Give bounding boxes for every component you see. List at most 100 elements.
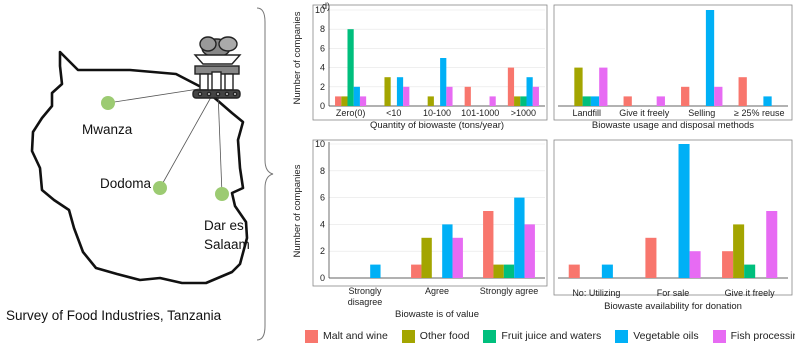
- bar-3-2-1: [733, 224, 745, 278]
- legend-label-other: Other food: [419, 330, 470, 342]
- chart-donation-panel: No: Utilizing For sale Give it freely Biowa…: [553, 139, 793, 312]
- x-tick-label-2-0-1: disagree: [348, 297, 383, 307]
- y-tick-label-0-5: 10: [315, 5, 325, 15]
- bar-0-0-3: [353, 86, 360, 106]
- x-tick-label-2-0: Strongly: [348, 286, 382, 296]
- y-tick-label-0-0: 0: [320, 101, 325, 111]
- legend-label-malt: Malt and wine: [323, 330, 388, 342]
- legend-swatch-malt: [305, 329, 318, 343]
- y-tick-label-2-1: 2: [320, 246, 325, 256]
- x-tick-label-3-0: No: Utilizing: [572, 288, 620, 298]
- panel-tag: d): [322, 1, 330, 11]
- legend-item-fish: Fish processing: [712, 329, 795, 343]
- x-tick-label-1-2: Selling: [688, 108, 715, 118]
- bar-0-4-0: [507, 67, 515, 106]
- bar-0-4-2: [520, 96, 527, 106]
- bar-2-2-0: [483, 211, 494, 278]
- legend-item-fruit: Fruit juice and waters: [483, 329, 601, 343]
- bar-2-1-3: [442, 224, 453, 278]
- bar-1-2-3: [705, 10, 715, 106]
- dar-es-salaam-marker: [215, 187, 229, 201]
- y-axis-title-2: Number of companies: [292, 164, 303, 257]
- y-tick-label-0-2: 4: [320, 63, 325, 73]
- bar-0-4-3: [526, 77, 533, 106]
- food-factory-icon: [192, 36, 242, 99]
- city-label-dodoma: Dodoma: [100, 176, 152, 191]
- legend-swatch-fish: [712, 329, 726, 343]
- bar-3-0-3: [601, 264, 613, 278]
- bar-3-0-0: [568, 264, 580, 278]
- bar-0-1-1: [384, 77, 391, 106]
- chart-legend: Malt and wine Other food Fruit juice and…: [305, 326, 795, 346]
- panel-border-3: [553, 139, 793, 296]
- legend-swatch-fruit: [483, 329, 497, 343]
- bar-0-2-4: [446, 86, 453, 106]
- x-tick-label-0-2: 10-100: [423, 108, 451, 118]
- bar-0-3-0: [464, 86, 471, 106]
- bar-1-3-3: [763, 96, 772, 106]
- bar-0-0-0: [335, 96, 342, 106]
- bar-2-2-3: [514, 197, 525, 278]
- x-axis-title-0: Quantity of biowaste (tons/year): [370, 120, 504, 131]
- bar-0-0-1: [341, 96, 348, 106]
- bar-0-0-4: [359, 96, 367, 106]
- map-caption: Survey of Food Industries, Tanzania: [6, 308, 222, 323]
- legend-label-veg: Vegetable oils: [633, 330, 699, 342]
- bar-1-1-0: [623, 96, 632, 106]
- x-axis-title-2: Biowaste is of value: [395, 309, 479, 320]
- legend-swatch-other: [401, 329, 415, 343]
- x-tick-label-3-1: For sale: [657, 288, 690, 298]
- bar-1-2-4: [714, 86, 723, 106]
- y-tick-label-0-1: 2: [320, 82, 325, 92]
- bar-0-2-3: [440, 58, 447, 106]
- bar-3-1-3: [678, 144, 690, 278]
- legend-item-malt: Malt and wine: [305, 329, 388, 343]
- bar-2-1-4: [452, 237, 463, 278]
- city-label-mwanza: Mwanza: [82, 122, 133, 137]
- panel-border-1: [553, 4, 793, 121]
- bar-3-1-4: [689, 251, 701, 278]
- dodoma-marker: [153, 181, 167, 195]
- y-tick-label-2-0: 0: [320, 273, 325, 283]
- x-tick-label-0-4: >1000: [511, 108, 536, 118]
- bar-1-0-3: [590, 96, 600, 106]
- x-tick-label-2-1: Agree: [425, 286, 449, 296]
- bar-1-1-4: [656, 96, 665, 106]
- y-tick-label-2-3: 6: [320, 193, 325, 203]
- y-axis-title-0: Number of companies: [292, 11, 303, 104]
- bar-3-1-0: [645, 237, 657, 278]
- bar-3-2-0: [722, 251, 734, 278]
- chart-usage-panel: Landfill Give it freely Selling ≥ 25% reuse…: [553, 4, 793, 131]
- chart-quantity-panel: 0 2 4 6 8 10 Zero(0) <10 10-100 101-1000 >1000 Quan…: [292, 1, 548, 131]
- x-tick-label-3-2: Give it freely: [725, 288, 776, 298]
- bar-1-0-1: [574, 67, 583, 106]
- bar-0-4-1: [514, 96, 521, 106]
- x-axis-title-1: Biowaste usage and disposal methods: [592, 120, 754, 131]
- y-tick-label-0-4: 8: [320, 24, 325, 34]
- bar-3-2-4: [766, 211, 778, 278]
- legend-swatch-veg: [615, 329, 629, 343]
- x-tick-label-0-0: Zero(0): [336, 108, 366, 118]
- x-tick-label-1-1: Give it freely: [619, 108, 670, 118]
- tanzania-outline: [30, 50, 249, 285]
- legend-label-fish: Fish processing: [730, 330, 795, 342]
- legend-item-veg: Vegetable oils: [615, 329, 699, 343]
- y-tick-label-2-2: 4: [320, 219, 325, 229]
- bar-2-2-1: [493, 264, 504, 278]
- bar-0-1-4: [403, 86, 410, 106]
- mwanza-marker: [101, 96, 115, 110]
- connector-mwanza: [107, 87, 206, 104]
- bar-3-2-2: [744, 264, 756, 278]
- city-label-salaam: Salaam: [204, 237, 250, 252]
- bar-0-0-2: [347, 29, 354, 107]
- bar-2-2-2: [503, 264, 515, 278]
- x-tick-label-0-1: <10: [386, 108, 401, 118]
- bar-2-0-3: [370, 264, 381, 278]
- bar-1-3-0: [738, 77, 747, 106]
- legend-item-other: Other food: [401, 329, 470, 343]
- x-tick-label-2-2: Strongly agree: [480, 286, 539, 296]
- bar-2-2-4: [524, 224, 535, 278]
- bar-1-0-4: [599, 67, 608, 106]
- bar-0-3-4: [489, 96, 496, 106]
